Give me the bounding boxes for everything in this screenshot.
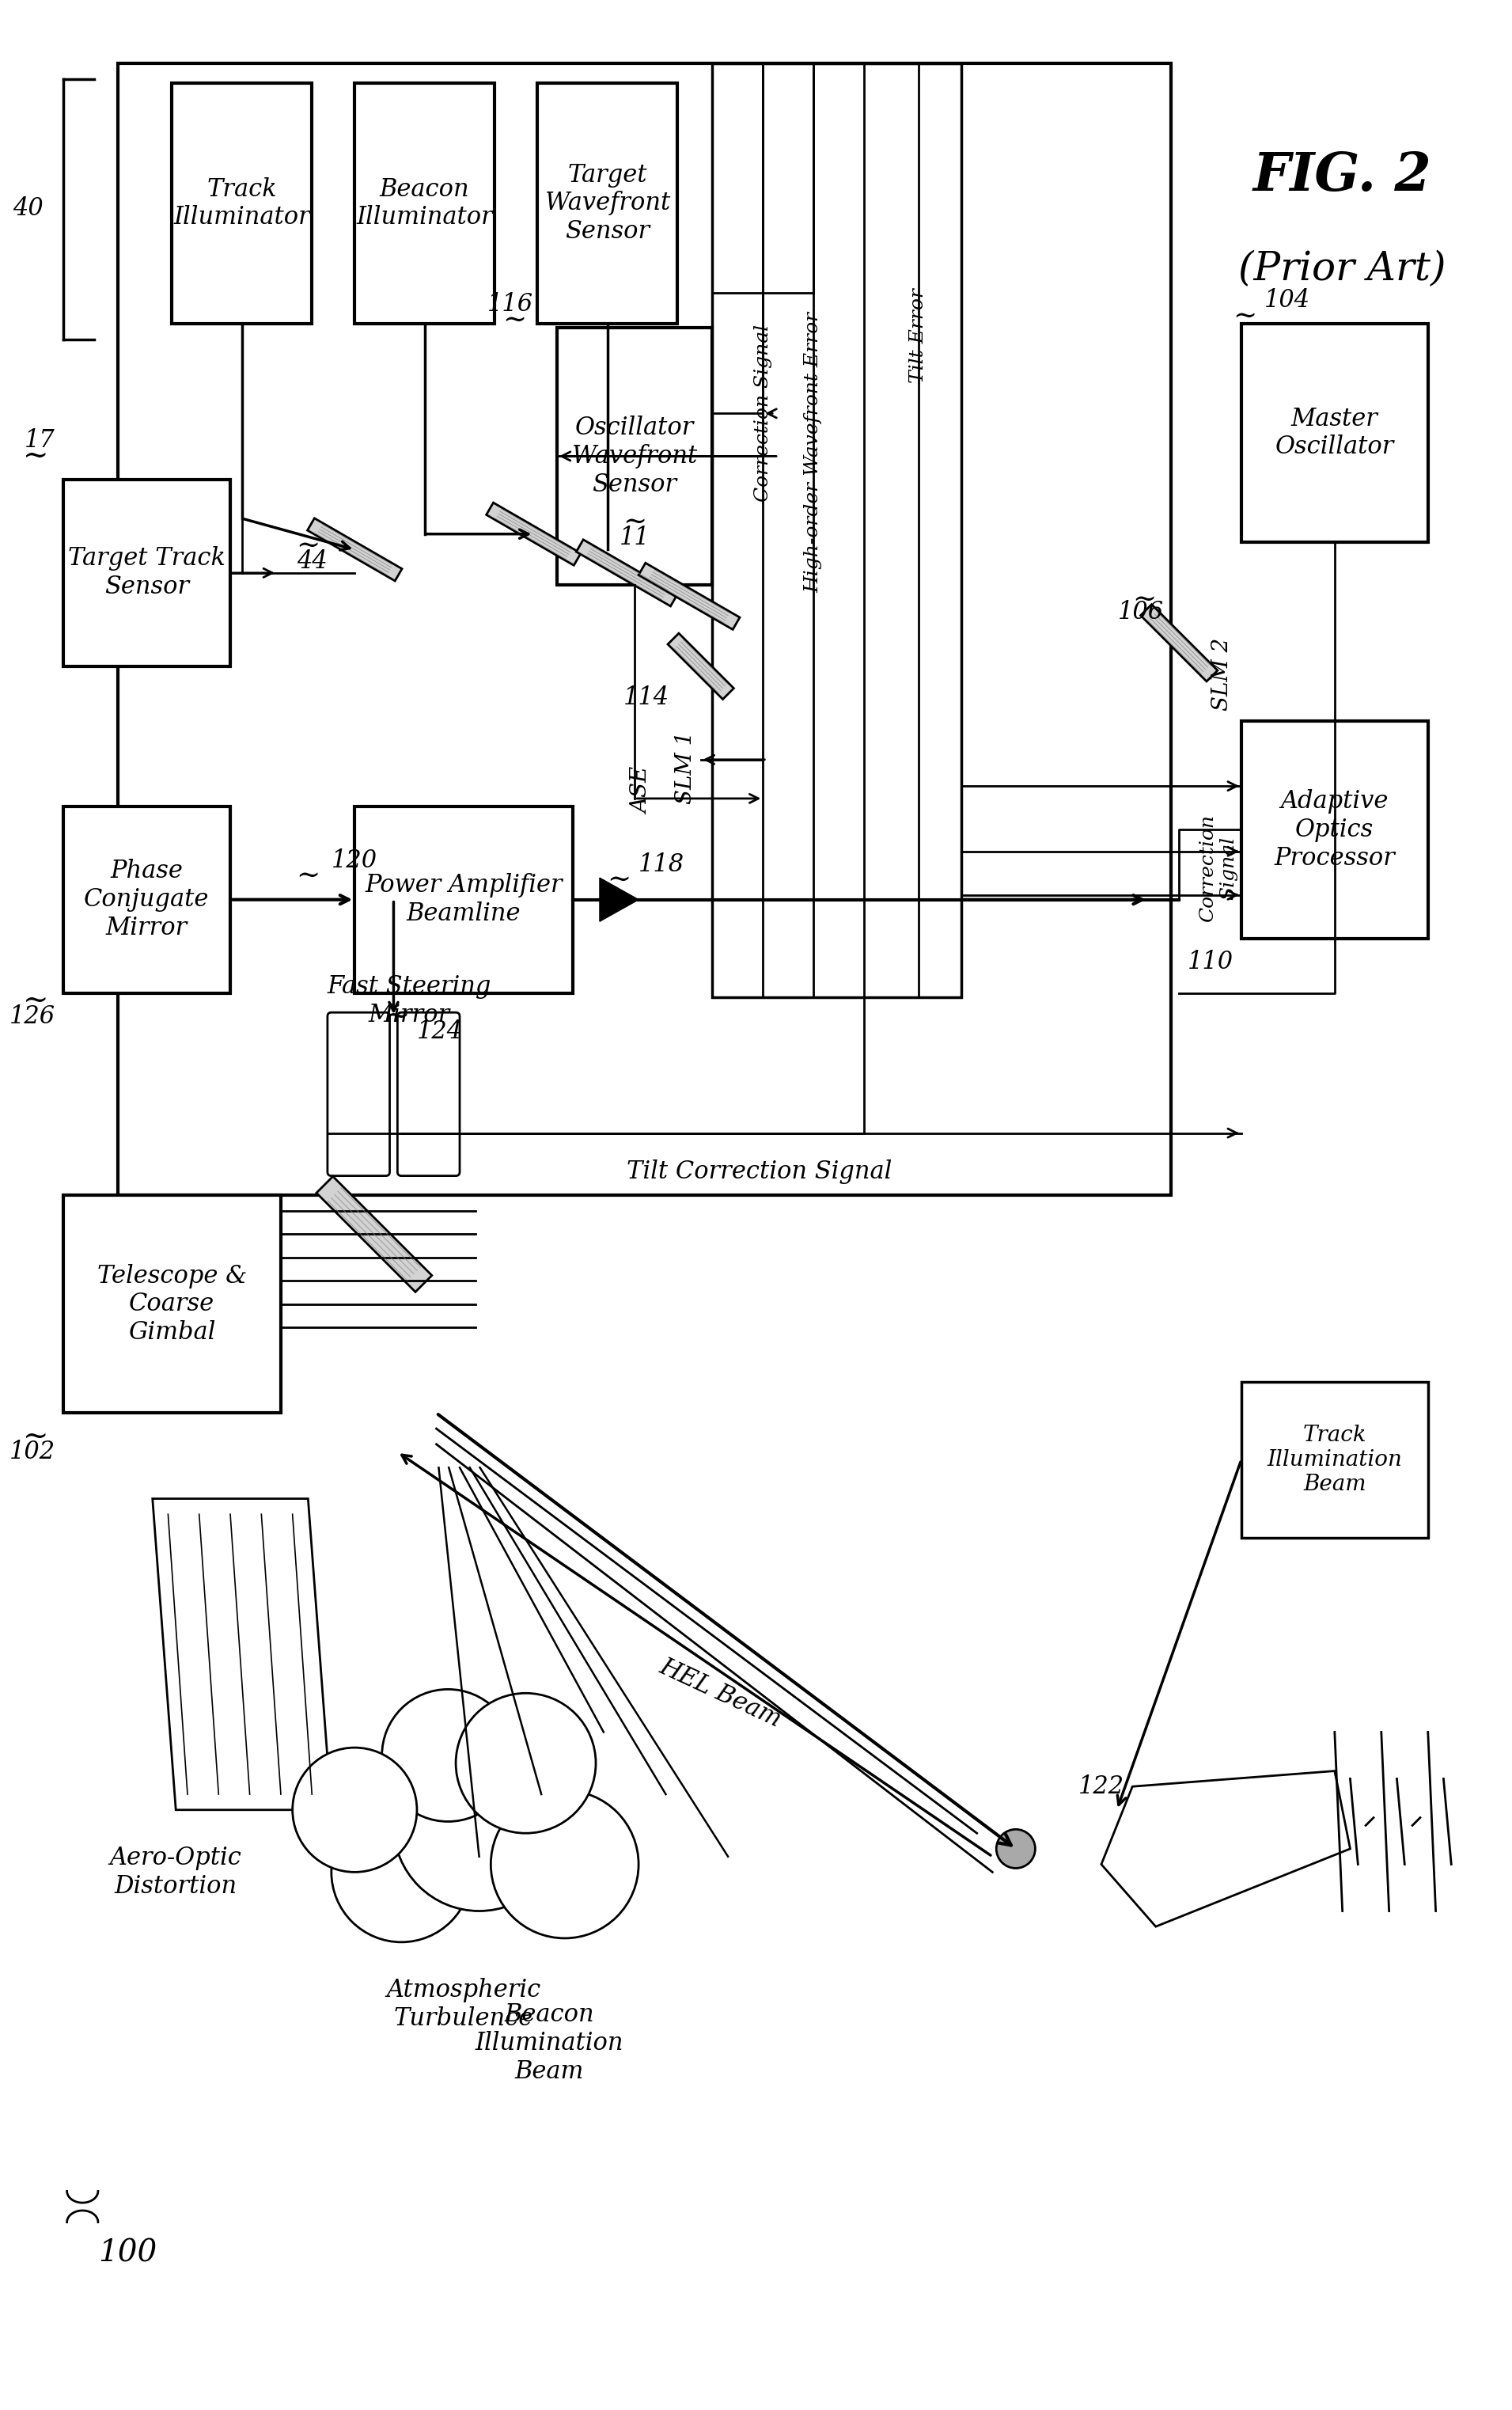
Text: Tilt Error: Tilt Error: [909, 289, 928, 383]
Text: ∼: ∼: [384, 1003, 410, 1031]
Polygon shape: [576, 540, 677, 607]
Text: 122: 122: [1078, 1774, 1123, 1798]
Text: Correction
Signal: Correction Signal: [1199, 815, 1238, 923]
Text: FIG. 2: FIG. 2: [1253, 149, 1432, 202]
Text: ∼: ∼: [23, 1422, 48, 1451]
Text: Phase
Conjugate
Mirror: Phase Conjugate Mirror: [85, 858, 209, 940]
Text: SLM 1: SLM 1: [674, 730, 696, 805]
Text: 100: 100: [98, 2239, 157, 2268]
Polygon shape: [1101, 1771, 1350, 1926]
Circle shape: [455, 1694, 596, 1834]
Bar: [118, 63, 1172, 1195]
Text: 102: 102: [9, 1439, 56, 1465]
Text: ∼: ∼: [623, 509, 647, 535]
Text: Atmospheric
Turbulence: Atmospheric Turbulence: [387, 1979, 541, 2032]
Text: ∼: ∼: [1132, 586, 1157, 615]
Polygon shape: [638, 564, 739, 629]
Circle shape: [331, 1803, 472, 1942]
Polygon shape: [307, 518, 402, 581]
Bar: [1241, 323, 1427, 542]
Text: 116: 116: [487, 292, 534, 316]
FancyBboxPatch shape: [328, 1012, 390, 1176]
Bar: [355, 807, 573, 993]
Text: ∼: ∼: [23, 441, 48, 470]
Text: Target Track
Sensor: Target Track Sensor: [68, 547, 225, 600]
Text: ASE: ASE: [632, 766, 653, 815]
Bar: [1241, 721, 1427, 937]
Polygon shape: [600, 877, 638, 921]
Circle shape: [383, 1689, 514, 1822]
Bar: [712, 63, 962, 998]
Polygon shape: [668, 634, 733, 699]
Text: HEL Beam: HEL Beam: [655, 1653, 785, 1733]
Text: 44: 44: [296, 549, 328, 574]
Text: 17: 17: [24, 429, 56, 453]
Text: 126: 126: [9, 1005, 56, 1029]
Text: Master
Oscillator: Master Oscillator: [1275, 407, 1394, 460]
Text: Oscillator
Wavefront
Sensor: Oscillator Wavefront Sensor: [572, 415, 697, 496]
Text: Target
Wavefront
Sensor: Target Wavefront Sensor: [544, 164, 670, 243]
Bar: [64, 480, 230, 665]
Text: Adaptive
Optics
Processor: Adaptive Optics Processor: [1275, 788, 1396, 870]
Text: Aero-Optic
Distortion: Aero-Optic Distortion: [110, 1846, 242, 1899]
Text: ∼: ∼: [1234, 304, 1256, 330]
Polygon shape: [487, 504, 581, 566]
Circle shape: [393, 1740, 564, 1911]
Text: ∼: ∼: [608, 868, 631, 894]
Text: 106: 106: [1117, 600, 1164, 624]
Text: 114: 114: [623, 684, 670, 709]
Text: 104: 104: [1264, 289, 1311, 313]
Text: ∼: ∼: [296, 863, 321, 889]
Text: Beacon
Illuminator: Beacon Illuminator: [357, 176, 493, 229]
Bar: [64, 1195, 281, 1412]
Text: Telescope &
Coarse
Gimbal: Telescope & Coarse Gimbal: [97, 1263, 246, 1345]
Circle shape: [292, 1747, 417, 1873]
Bar: [172, 82, 311, 323]
Bar: [556, 328, 712, 586]
Bar: [64, 807, 230, 993]
Circle shape: [996, 1829, 1036, 1868]
Text: 40: 40: [14, 198, 44, 222]
Circle shape: [491, 1791, 638, 1938]
Text: 118: 118: [638, 853, 685, 877]
FancyBboxPatch shape: [398, 1012, 460, 1176]
Text: SLM 2: SLM 2: [1211, 639, 1232, 711]
Polygon shape: [1140, 605, 1217, 682]
Text: Track
Illumination
Beam: Track Illumination Beam: [1267, 1424, 1402, 1494]
Text: ∼: ∼: [296, 533, 321, 559]
Text: Fast Steering
Mirror: Fast Steering Mirror: [327, 974, 491, 1027]
Text: High-order Wavefront Error: High-order Wavefront Error: [804, 311, 823, 593]
Text: 110: 110: [1187, 950, 1234, 974]
Bar: [1241, 1381, 1427, 1538]
Text: 120: 120: [331, 848, 378, 872]
Text: Correction Signal: Correction Signal: [754, 325, 773, 501]
Bar: [537, 82, 677, 323]
Text: Power Amplifier
Beamline: Power Amplifier Beamline: [364, 872, 562, 925]
Bar: [355, 82, 494, 323]
Text: ∼: ∼: [23, 986, 48, 1015]
Text: Beacon
Illumination
Beam: Beacon Illumination Beam: [475, 2003, 623, 2085]
Text: Track
Illuminator: Track Illuminator: [174, 176, 310, 229]
Polygon shape: [316, 1176, 432, 1292]
Text: Tilt Correction Signal: Tilt Correction Signal: [626, 1159, 892, 1183]
Text: ∼: ∼: [502, 306, 526, 333]
Text: 124: 124: [417, 1019, 463, 1044]
Text: (Prior Art): (Prior Art): [1238, 251, 1447, 289]
Text: 11: 11: [618, 525, 650, 549]
